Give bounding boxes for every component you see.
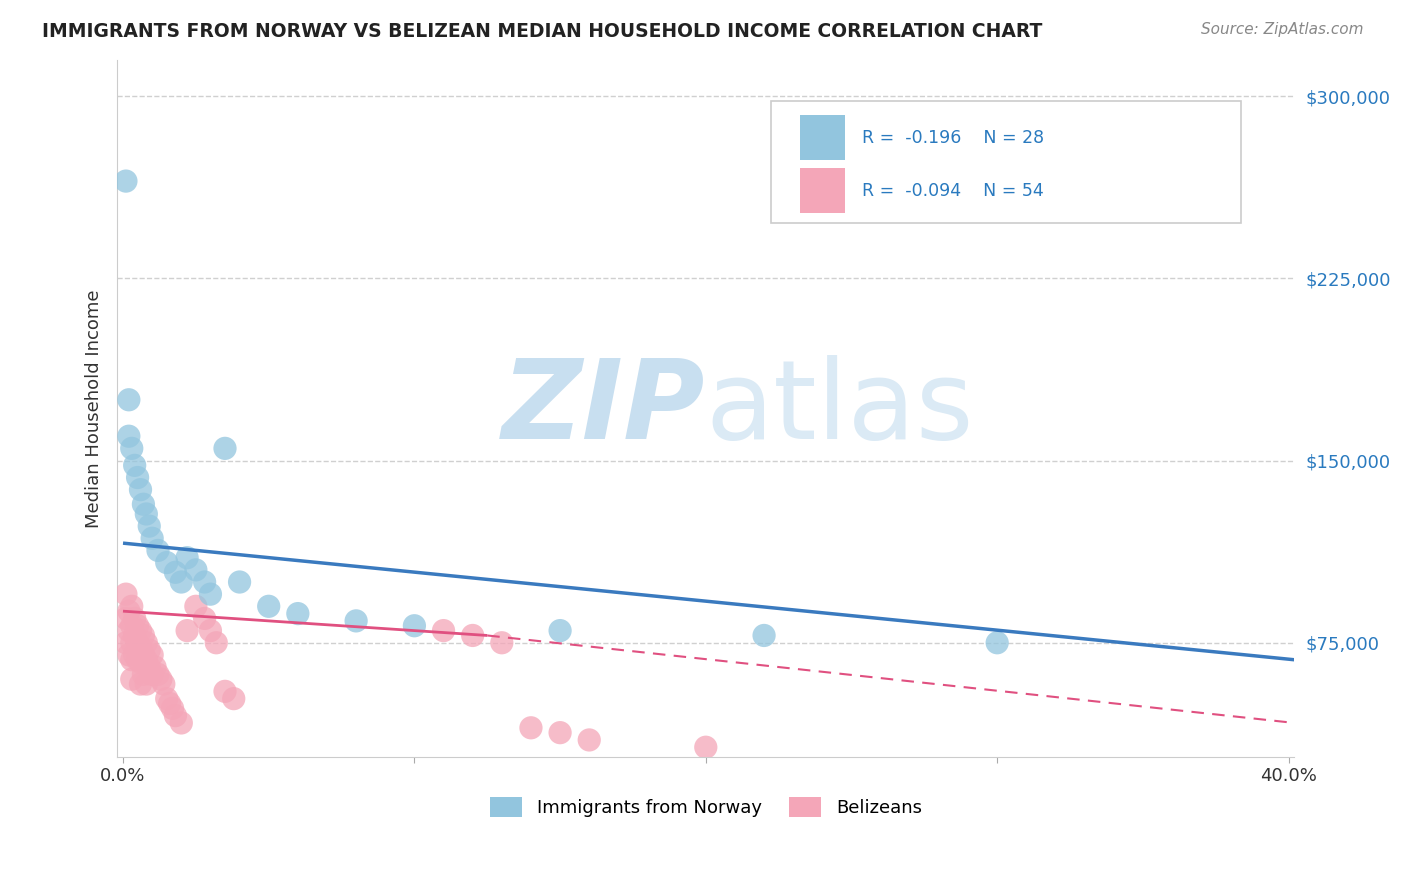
Point [127, 636, 149, 650]
Point [115, 587, 138, 601]
Point [141, 667, 163, 681]
Point [153, 677, 176, 691]
Point [127, 470, 149, 484]
Point [432, 624, 454, 638]
Point [129, 640, 152, 655]
Point [548, 725, 571, 739]
Point [121, 619, 143, 633]
Point [118, 429, 141, 443]
Point [129, 655, 152, 669]
Point [170, 574, 193, 589]
Point [127, 619, 149, 633]
Point [165, 566, 187, 580]
Text: R =  -0.196    N = 28: R = -0.196 N = 28 [862, 128, 1045, 146]
Point [124, 611, 146, 625]
Point [170, 715, 193, 730]
Y-axis label: Median Household Income: Median Household Income [86, 289, 103, 527]
Point [548, 624, 571, 638]
Point [752, 628, 775, 642]
Point [118, 624, 141, 638]
Point [146, 543, 169, 558]
Point [132, 667, 155, 681]
Point [115, 611, 138, 625]
Point [986, 636, 1008, 650]
Text: Source: ZipAtlas.com: Source: ZipAtlas.com [1201, 22, 1364, 37]
Point [132, 628, 155, 642]
Point [461, 628, 484, 642]
Point [156, 556, 179, 570]
Point [135, 636, 157, 650]
Point [695, 740, 717, 755]
Point [115, 174, 138, 188]
Point [257, 599, 280, 614]
Point [121, 599, 143, 614]
Point [287, 607, 309, 621]
Point [404, 619, 426, 633]
FancyBboxPatch shape [770, 102, 1241, 224]
Point [124, 628, 146, 642]
Point [149, 672, 172, 686]
FancyBboxPatch shape [800, 168, 845, 213]
Point [491, 636, 513, 650]
Point [176, 550, 198, 565]
Point [184, 563, 207, 577]
Point [129, 677, 152, 691]
Point [132, 497, 155, 511]
Point [138, 519, 160, 533]
Point [129, 483, 152, 497]
Point [121, 442, 143, 456]
Point [143, 660, 166, 674]
Legend: Immigrants from Norway, Belizeans: Immigrants from Norway, Belizeans [482, 789, 929, 824]
Point [205, 636, 228, 650]
Point [159, 697, 181, 711]
Point [141, 648, 163, 662]
Text: ZIP: ZIP [502, 355, 706, 462]
Point [132, 648, 155, 662]
Point [165, 708, 187, 723]
Point [138, 660, 160, 674]
Point [141, 531, 163, 545]
Text: R =  -0.094    N = 54: R = -0.094 N = 54 [862, 182, 1045, 200]
Point [127, 653, 149, 667]
Point [156, 691, 179, 706]
Point [162, 701, 184, 715]
Point [135, 677, 157, 691]
Point [194, 574, 217, 589]
Point [184, 599, 207, 614]
Point [146, 667, 169, 681]
Point [118, 648, 141, 662]
Point [121, 672, 143, 686]
Point [200, 624, 222, 638]
Point [228, 574, 250, 589]
FancyBboxPatch shape [800, 115, 845, 161]
Point [121, 636, 143, 650]
Point [118, 604, 141, 618]
Point [214, 684, 236, 698]
Point [176, 624, 198, 638]
Text: IMMIGRANTS FROM NORWAY VS BELIZEAN MEDIAN HOUSEHOLD INCOME CORRELATION CHART: IMMIGRANTS FROM NORWAY VS BELIZEAN MEDIA… [42, 22, 1043, 41]
Point [121, 653, 143, 667]
Point [344, 614, 367, 628]
Point [200, 587, 222, 601]
Text: atlas: atlas [706, 355, 974, 462]
Point [520, 721, 543, 735]
Point [124, 458, 146, 473]
Point [129, 624, 152, 638]
Point [138, 643, 160, 657]
Point [135, 653, 157, 667]
Point [115, 636, 138, 650]
Point [118, 392, 141, 407]
Point [214, 442, 236, 456]
Point [194, 611, 217, 625]
Point [222, 691, 245, 706]
Point [124, 648, 146, 662]
Point [578, 733, 600, 747]
Point [135, 507, 157, 521]
